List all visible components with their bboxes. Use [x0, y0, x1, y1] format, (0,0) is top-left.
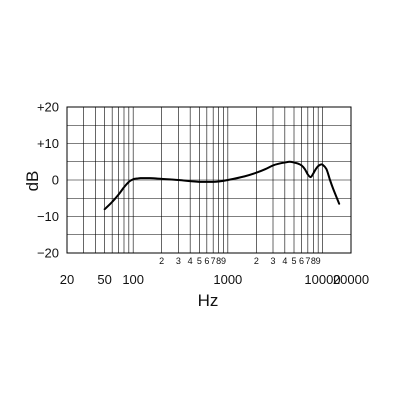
x-tick-label-major: 20000	[333, 272, 369, 287]
x-tick-label-minor: 9	[316, 256, 321, 266]
x-tick-label-major: 20	[60, 272, 74, 287]
x-tick-label-minor: 7	[305, 256, 310, 266]
y-tick-label: +10	[37, 136, 59, 151]
x-tick-label-major: 1000	[213, 272, 242, 287]
y-tick-label: 0	[52, 173, 59, 188]
x-tick-label-minor: 8	[311, 256, 316, 266]
x-axis-title: Hz	[198, 291, 219, 310]
x-tick-label-minor: 4	[282, 256, 287, 266]
x-tick-label-minor: 4	[188, 256, 193, 266]
plot-frame	[66, 106, 352, 254]
y-tick-label: +20	[37, 100, 59, 115]
x-tick-label-minor: 6	[299, 256, 304, 266]
x-tick-label-minor: 3	[176, 256, 181, 266]
y-tick-label: −10	[37, 209, 59, 224]
x-tick-label-major: 50	[97, 272, 111, 287]
y-tick-label: −20	[37, 246, 59, 261]
x-tick-label-minor: 3	[270, 256, 275, 266]
x-tick-label-minor: 9	[221, 256, 226, 266]
x-tick-label-minor: 8	[216, 256, 221, 266]
plot-grid	[67, 107, 351, 253]
x-tick-label-minor: 5	[197, 256, 202, 266]
x-tick-label-minor: 6	[204, 256, 209, 266]
x-tick-label-minor: 2	[254, 256, 259, 266]
x-tick-label-minor: 5	[291, 256, 296, 266]
response-curve	[103, 160, 341, 211]
y-axis-title: dB	[23, 171, 42, 192]
x-tick-label-minor: 2	[159, 256, 164, 266]
x-tick-label-major: 10000	[304, 272, 340, 287]
x-tick-label-major: 100	[122, 272, 144, 287]
y-tick-labels: +20 +10 0 −10 −20	[37, 100, 59, 261]
x-tick-label-minor: 7	[211, 256, 216, 266]
